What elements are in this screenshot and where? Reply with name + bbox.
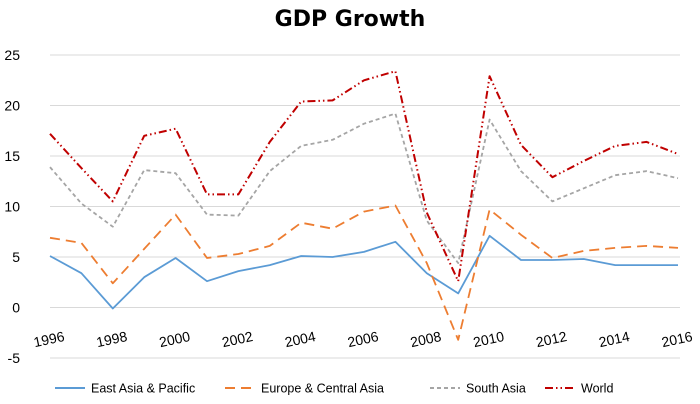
series-line-europe-central-asia <box>49 204 679 341</box>
legend-label: East Asia & Pacific <box>91 382 195 396</box>
y-axis-tick-labels: -5 0 5 10 15 20 25 <box>4 47 20 366</box>
x-tick-label: 2010 <box>472 328 506 350</box>
x-tick-label: 2002 <box>220 328 254 350</box>
legend-label: South Asia <box>466 382 526 396</box>
x-axis-tick-labels: 1996 1998 2000 2002 2004 2006 2008 2010 2012 2014… <box>32 328 694 350</box>
x-tick-label: 2008 <box>409 328 443 350</box>
series-line-east-asia-pacific <box>49 234 678 310</box>
x-tick-label: 2004 <box>283 328 317 350</box>
x-tick-label: 2016 <box>660 328 694 350</box>
gridlines <box>50 54 680 359</box>
x-tick-label: 2012 <box>534 328 568 350</box>
y-tick-label: -5 <box>8 350 21 366</box>
legend: East Asia & Pacific Europe & Central Asia… <box>55 382 613 396</box>
x-tick-label: 2006 <box>346 328 380 350</box>
x-tick-label: 2014 <box>597 328 631 350</box>
x-tick-label: 1996 <box>32 328 66 350</box>
y-tick-label: 0 <box>12 300 20 316</box>
legend-label: Europe & Central Asia <box>261 382 384 396</box>
series-lines <box>49 70 679 341</box>
y-tick-label: 5 <box>12 249 20 265</box>
y-tick-label: 15 <box>4 148 20 164</box>
x-tick-label: 1998 <box>95 328 129 350</box>
series-line-south-asia <box>49 112 679 265</box>
y-tick-label: 25 <box>4 47 20 63</box>
chart-title: GDP Growth <box>275 7 426 32</box>
x-tick-label: 2000 <box>158 328 192 350</box>
y-tick-label: 10 <box>4 199 20 215</box>
legend-label: World <box>581 382 613 396</box>
y-tick-label: 20 <box>4 98 20 114</box>
series-line-world <box>49 70 679 283</box>
